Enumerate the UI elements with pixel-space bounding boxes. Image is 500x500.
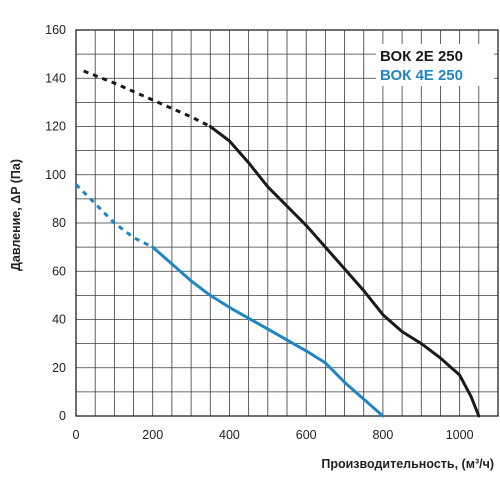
y-tick-label: 0 (59, 409, 66, 423)
y-axis-label: Давление, ΔP (Па) (9, 159, 23, 271)
legend-entry-1: ВОК 2E 250 (380, 48, 463, 65)
series-1-dashed-line (83, 69, 211, 128)
x-axis-label: Производительность, (м³/ч) (321, 457, 494, 471)
chart-grid (75, 29, 499, 417)
x-tick-label: 400 (219, 428, 240, 442)
y-tick-label: 100 (45, 168, 66, 182)
y-tick-label: 20 (52, 361, 66, 375)
y-tick-label: 160 (45, 23, 66, 37)
x-tick-label: 200 (142, 428, 163, 442)
y-tick-label: 40 (52, 313, 66, 327)
x-tick-label: 0 (73, 428, 80, 442)
legend: ВОК 2E 250 ВОК 4E 250 (376, 44, 494, 86)
legend-background (376, 44, 494, 86)
x-tick-label: 800 (372, 428, 393, 442)
x-tick-label: 1000 (446, 428, 474, 442)
legend-entry-2: ВОК 4E 250 (380, 67, 463, 84)
chart-series (74, 69, 481, 418)
series-1-solid-line (208, 125, 481, 418)
y-tick-label: 140 (45, 71, 66, 85)
y-tick-label: 120 (45, 120, 66, 134)
series-2-dashed-line (74, 183, 154, 249)
x-tick-label: 600 (296, 428, 317, 442)
plot-border (75, 29, 499, 417)
tick-labels: 0 20 40 60 80 100 120 140 160 0 200 400 600 800 1000 (45, 23, 473, 442)
series-2-solid-line (151, 245, 385, 418)
y-tick-label: 60 (52, 264, 66, 278)
y-tick-label: 80 (52, 216, 66, 230)
